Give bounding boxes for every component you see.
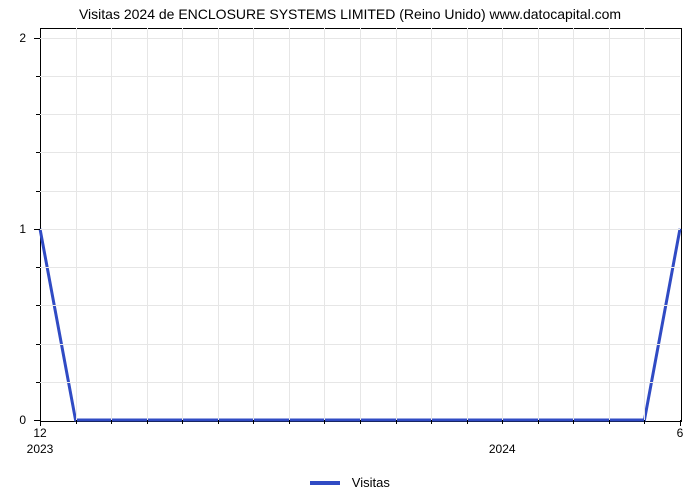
legend: Visitas: [0, 474, 700, 490]
chart-container: Visitas 2024 de ENCLOSURE SYSTEMS LIMITE…: [0, 0, 700, 500]
y-tick-label: 1: [0, 222, 26, 236]
x-tick-label: 12: [33, 426, 46, 440]
y-tick-label: 2: [0, 31, 26, 45]
gridline-v: [182, 28, 183, 420]
x-minor-tick-mark: [644, 420, 645, 424]
x-minor-tick-mark: [502, 420, 503, 424]
gridline-v: [573, 28, 574, 420]
x-minor-tick-mark: [253, 420, 254, 424]
gridline-v: [502, 28, 503, 420]
gridline-v: [467, 28, 468, 420]
y-tick-label: 0: [0, 413, 26, 427]
x-tick-mark: [680, 420, 681, 426]
gridline-v: [289, 28, 290, 420]
gridline-v: [538, 28, 539, 420]
legend-label: Visitas: [352, 475, 390, 490]
x-minor-tick-mark: [467, 420, 468, 424]
x-minor-tick-mark: [147, 420, 148, 424]
y-minor-tick-mark: [36, 344, 40, 345]
x-minor-tick-mark: [289, 420, 290, 424]
x-minor-tick-mark: [431, 420, 432, 424]
x-minor-tick-mark: [573, 420, 574, 424]
x-minor-tick-mark: [111, 420, 112, 424]
y-tick-mark: [34, 38, 40, 39]
gridline-v: [147, 28, 148, 420]
gridline-v: [431, 28, 432, 420]
x-category-label: 2023: [27, 442, 54, 456]
y-minor-tick-mark: [36, 76, 40, 77]
y-minor-tick-mark: [36, 305, 40, 306]
gridline-v: [218, 28, 219, 420]
gridline-v: [396, 28, 397, 420]
x-tick-label: 6: [677, 426, 684, 440]
y-minor-tick-mark: [36, 382, 40, 383]
y-minor-tick-mark: [36, 267, 40, 268]
legend-swatch: [310, 481, 340, 485]
gridline-v: [644, 28, 645, 420]
y-minor-tick-mark: [36, 114, 40, 115]
gridline-v: [324, 28, 325, 420]
x-minor-tick-mark: [538, 420, 539, 424]
x-minor-tick-mark: [360, 420, 361, 424]
y-minor-tick-mark: [36, 152, 40, 153]
gridline-v: [76, 28, 77, 420]
gridline-v: [609, 28, 610, 420]
x-tick-mark: [40, 420, 41, 426]
x-minor-tick-mark: [182, 420, 183, 424]
x-minor-tick-mark: [609, 420, 610, 424]
x-minor-tick-mark: [396, 420, 397, 424]
x-category-label: 2024: [489, 442, 516, 456]
x-minor-tick-mark: [218, 420, 219, 424]
gridline-v: [111, 28, 112, 420]
y-minor-tick-mark: [36, 191, 40, 192]
x-minor-tick-mark: [324, 420, 325, 424]
gridline-v: [253, 28, 254, 420]
gridline-v: [360, 28, 361, 420]
y-tick-mark: [34, 229, 40, 230]
x-minor-tick-mark: [76, 420, 77, 424]
